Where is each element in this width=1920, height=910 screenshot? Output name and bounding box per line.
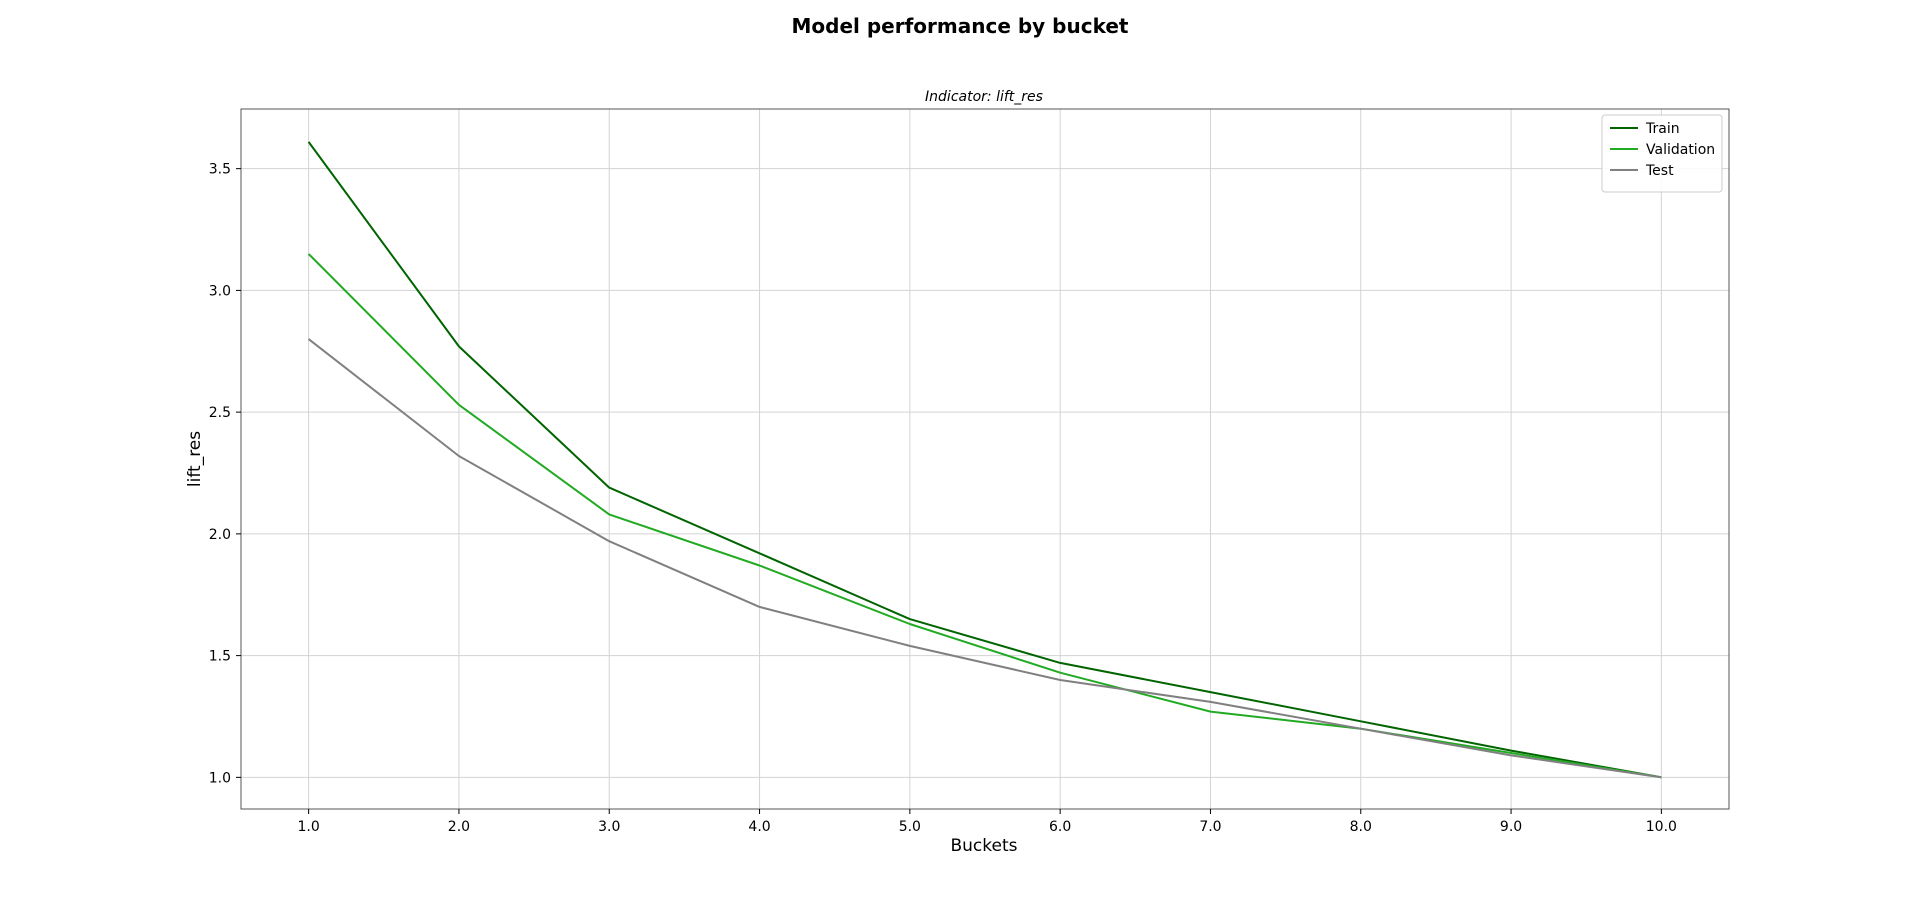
- series-lines: [307, 141, 1662, 779]
- y-tick-label: 1.5: [209, 649, 231, 665]
- x-tick-label: 6.0: [1049, 819, 1071, 835]
- series-line-test: [307, 338, 1662, 779]
- x-axis-ticks: 1.0 2.0 3.0 4.0 5.0 6.0 7.0 8.0 9.0 10.0: [298, 809, 1677, 835]
- y-tick-label: 2.5: [209, 405, 231, 421]
- legend-box: [1601, 114, 1723, 193]
- y-tick-label: 1.0: [209, 770, 231, 786]
- x-tick-label: 8.0: [1350, 819, 1372, 835]
- x-tick-label: 2.0: [448, 819, 470, 835]
- y-axis-ticks: 1.0 1.5 2.0 2.5 3.0 3.5: [209, 162, 241, 786]
- x-tick-label: 3.0: [598, 819, 620, 835]
- x-axis-label: Buckets: [950, 836, 1017, 856]
- grid: [241, 109, 1729, 809]
- y-tick-label: 2.0: [209, 527, 231, 543]
- legend-label: Validation: [1646, 142, 1715, 158]
- y-tick-label: 3.5: [209, 162, 231, 178]
- chart-subtitle: Indicator: lift_res: [925, 89, 1043, 105]
- x-tick-label: 5.0: [899, 819, 921, 835]
- x-tick-label: 1.0: [298, 819, 320, 835]
- x-tick-label: 4.0: [748, 819, 770, 835]
- figure-title: Model performance by bucket: [792, 14, 1129, 38]
- legend-label: Train: [1645, 121, 1680, 137]
- legend: Train Validation Test: [1601, 114, 1723, 193]
- series-line-train: [307, 141, 1662, 779]
- plot-frame: [240, 108, 1730, 810]
- x-tick-label: 9.0: [1500, 819, 1522, 835]
- y-tick-label: 3.0: [209, 283, 231, 299]
- legend-label: Test: [1645, 163, 1674, 179]
- y-axis-label: lift_res: [185, 431, 205, 487]
- x-tick-label: 10.0: [1646, 819, 1677, 835]
- series-line-validation: [307, 253, 1662, 779]
- x-tick-label: 7.0: [1199, 819, 1221, 835]
